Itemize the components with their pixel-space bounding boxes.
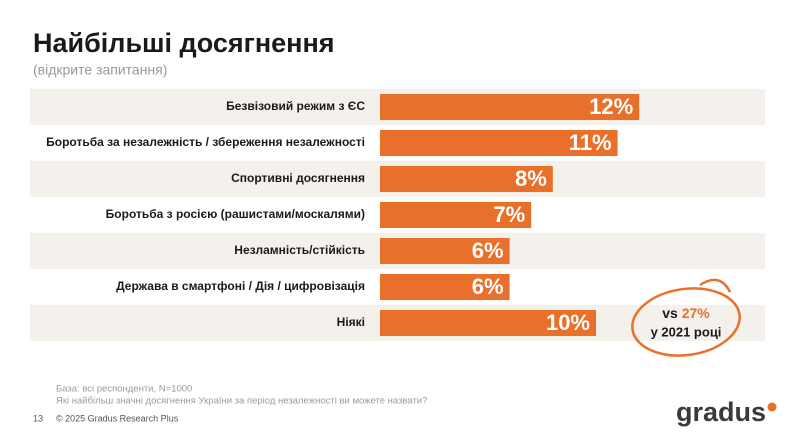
- category-label: Незламність/стійкість: [234, 243, 365, 257]
- category-label: Безвізовий режим з ЄС: [226, 99, 365, 113]
- logo: gradus: [676, 397, 766, 427]
- bar: [380, 94, 640, 120]
- bar: [380, 130, 618, 156]
- bar: [380, 166, 553, 192]
- footnote-base: База: всі респонденти, N=1000: [56, 384, 192, 395]
- value-label: 6%: [472, 274, 504, 299]
- category-label: Спортивні досягнення: [231, 171, 365, 185]
- footnote-question: Які найбільш значні досягнення України з…: [56, 396, 427, 407]
- chart-subtitle: (відкрите запитання): [33, 62, 167, 78]
- copyright: © 2025 Gradus Research Plus: [56, 413, 179, 423]
- category-label: Держава в смартфоні / Дія / цифровізація: [116, 279, 365, 293]
- annotation-highlight: 27%: [682, 305, 711, 321]
- value-label: 10%: [546, 310, 590, 335]
- annotation-circle: [631, 287, 741, 357]
- logo-dot: [767, 402, 777, 412]
- value-label: 8%: [515, 166, 547, 191]
- annotation-line1: vs 27%: [662, 305, 710, 321]
- bar: [380, 310, 596, 336]
- bar: [380, 202, 532, 228]
- page-number: 13: [33, 413, 43, 423]
- value-label: 6%: [472, 238, 504, 263]
- value-label: 11%: [569, 130, 612, 155]
- category-label: Боротьба за незалежність / збереження не…: [46, 135, 365, 149]
- value-label: 12%: [589, 94, 633, 119]
- category-label: Боротьба з росією (рашистами/москалями): [106, 207, 365, 221]
- chart-title: Найбільші досягнення: [33, 28, 335, 58]
- annotation-stroke: [699, 278, 732, 293]
- annotation-line2: у 2021 році: [651, 324, 722, 339]
- bar: [380, 274, 510, 300]
- bar: [380, 238, 510, 264]
- annotation-prefix: vs: [662, 305, 678, 321]
- value-label: 7%: [493, 202, 525, 227]
- category-label: Ніякі: [337, 315, 365, 329]
